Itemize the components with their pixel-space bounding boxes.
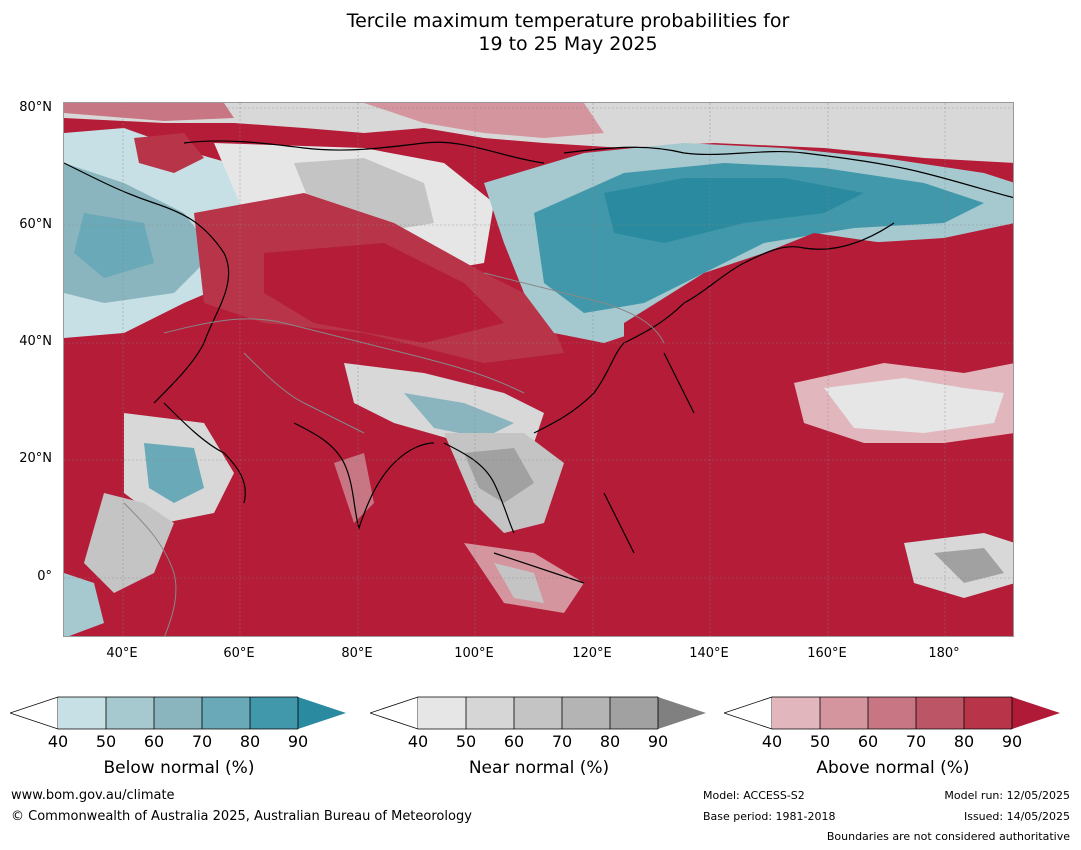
colorbar-above-normal xyxy=(724,696,1062,730)
colorbar-swatch xyxy=(916,697,964,729)
tick: 70 xyxy=(551,732,573,751)
lat-label-0: 0° xyxy=(37,569,52,584)
tick: 50 xyxy=(455,732,477,751)
title-line-1: Tercile maximum temperature probabilitie… xyxy=(346,10,790,32)
colorbar-below-normal xyxy=(10,696,348,730)
colorbar-swatch xyxy=(1012,697,1060,729)
lon-label-40e: 40°E xyxy=(106,646,138,661)
colorbar-swatch xyxy=(298,697,346,729)
colorbar-swatch xyxy=(202,697,250,729)
tick: 40 xyxy=(407,732,429,751)
colorbar-above-title: Above normal (%) xyxy=(816,758,970,778)
lon-label-80e: 80°E xyxy=(341,646,373,661)
tick: 60 xyxy=(857,732,879,751)
colorbar-near-graphic xyxy=(370,696,706,730)
tick: 80 xyxy=(599,732,621,751)
colorbar-swatch xyxy=(418,697,466,729)
footer-boundaries: Boundaries are not considered authoritat… xyxy=(826,830,1070,843)
map-graphic xyxy=(64,103,1013,636)
footer-copyright: © Commonwealth of Australia 2025, Austra… xyxy=(11,809,472,824)
colorbar-near-normal xyxy=(370,696,708,730)
probability-map xyxy=(63,102,1014,637)
colorbar-near-title: Near normal (%) xyxy=(468,758,610,778)
colorbar-above-graphic xyxy=(724,696,1060,730)
tick: 40 xyxy=(47,732,69,751)
lat-label-40n: 40°N xyxy=(19,334,52,349)
tick: 90 xyxy=(1001,732,1023,751)
colorbar-swatch xyxy=(658,697,706,729)
colorbar-swatch xyxy=(250,697,298,729)
colorbar-swatch xyxy=(772,697,820,729)
footer-model: Model: ACCESS-S2 xyxy=(703,789,805,802)
tick: 80 xyxy=(239,732,261,751)
colorbar-swatch xyxy=(466,697,514,729)
colorbar-swatch xyxy=(820,697,868,729)
colorbar-swatch xyxy=(610,697,658,729)
footer-issued: Issued: 14/05/2025 xyxy=(963,810,1070,823)
tick: 70 xyxy=(905,732,927,751)
lon-label-120e: 120°E xyxy=(572,646,612,661)
colorbar-swatch xyxy=(58,697,106,729)
map-title: Tercile maximum temperature probabilitie… xyxy=(0,10,1081,56)
footer-model-run: Model run: 12/05/2025 xyxy=(944,789,1070,802)
footer-url: www.bom.gov.au/climate xyxy=(11,788,175,803)
tick: 60 xyxy=(503,732,525,751)
tick: 90 xyxy=(647,732,669,751)
lat-label-60n: 60°N xyxy=(19,217,52,232)
lon-label-160e: 160°E xyxy=(807,646,847,661)
colorbar-swatch xyxy=(868,697,916,729)
tick: 50 xyxy=(809,732,831,751)
colorbar-swatch xyxy=(514,697,562,729)
tick: 50 xyxy=(95,732,117,751)
lon-label-140e: 140°E xyxy=(689,646,729,661)
tick: 60 xyxy=(143,732,165,751)
colorbar-below-title: Below normal (%) xyxy=(103,758,255,778)
tick: 90 xyxy=(287,732,309,751)
tick: 70 xyxy=(191,732,213,751)
tick: 80 xyxy=(953,732,975,751)
colorbar-swatch xyxy=(154,697,202,729)
lat-label-80n: 80°N xyxy=(19,100,52,115)
colorbar-swatch xyxy=(964,697,1012,729)
colorbar-below-graphic xyxy=(10,696,346,730)
lon-label-180: 180° xyxy=(928,646,960,661)
colorbar-swatch xyxy=(562,697,610,729)
colorbar-swatch xyxy=(106,697,154,729)
lon-label-60e: 60°E xyxy=(223,646,255,661)
lon-label-100e: 100°E xyxy=(454,646,494,661)
title-line-2: 19 to 25 May 2025 xyxy=(478,33,658,55)
tick: 40 xyxy=(761,732,783,751)
lat-label-20n: 20°N xyxy=(19,451,52,466)
footer-base-period: Base period: 1981-2018 xyxy=(703,810,836,823)
